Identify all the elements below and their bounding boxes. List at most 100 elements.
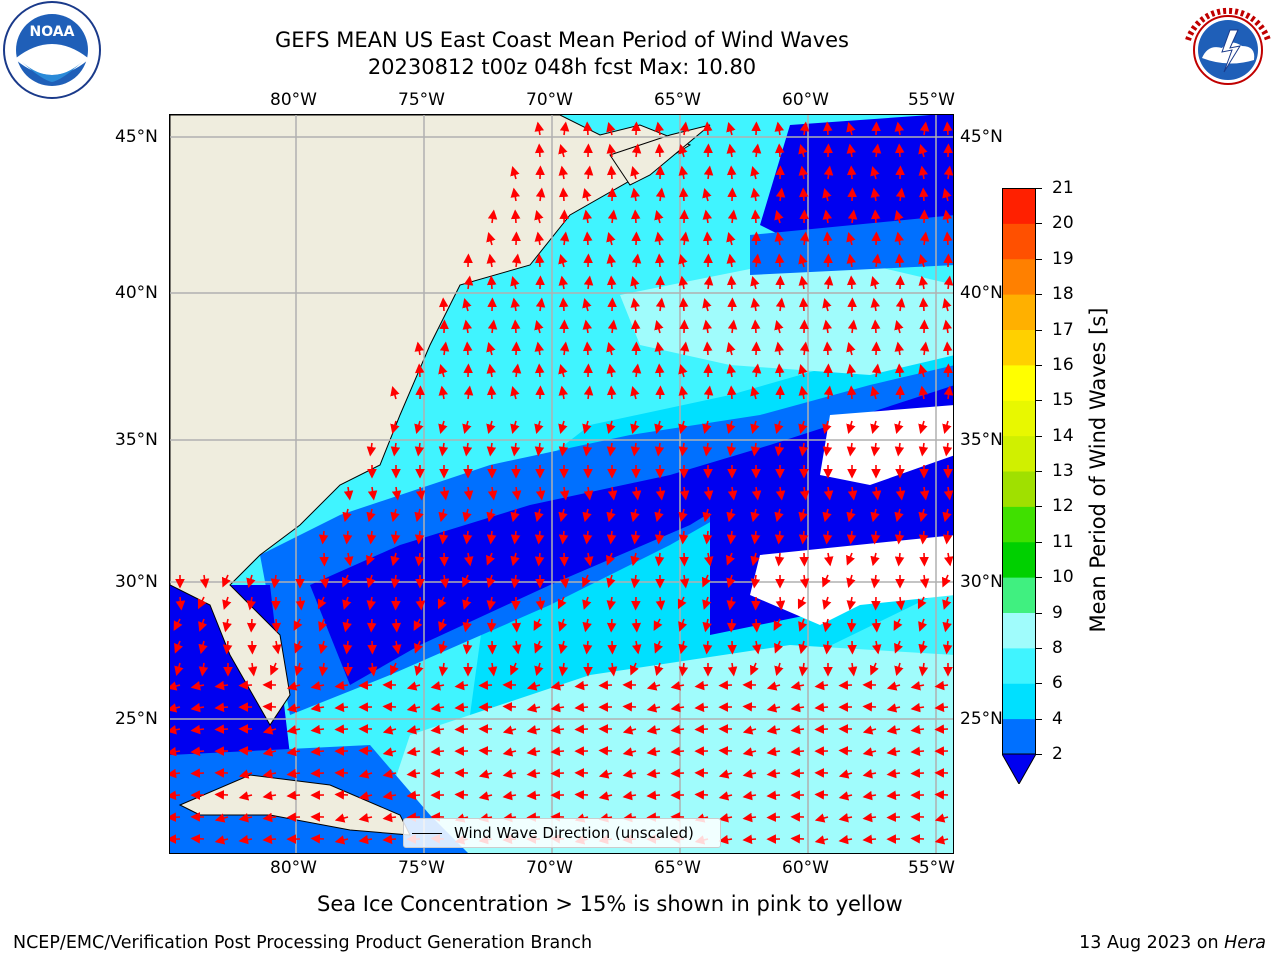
wind-wave-arrow: [310, 702, 325, 713]
wind-wave-arrow: [534, 662, 544, 677]
wind-wave-arrow: [462, 508, 472, 523]
wind-wave-arrow: [286, 725, 301, 735]
wind-wave-arrow: [486, 363, 497, 378]
map-legend: Wind Wave Direction (unscaled): [403, 818, 721, 848]
wind-wave-arrow: [766, 746, 781, 757]
wind-wave-arrow: [846, 530, 857, 545]
wind-wave-arrow: [390, 530, 401, 545]
wind-wave-arrow: [622, 725, 637, 735]
wind-wave-arrow: [534, 508, 544, 523]
wind-wave-arrow: [702, 420, 712, 435]
wind-wave-arrow: [286, 812, 301, 822]
wind-wave-arrow: [750, 319, 761, 334]
wind-wave-arrow: [582, 319, 593, 334]
wind-wave-arrow: [870, 297, 881, 312]
wind-wave-arrow: [726, 385, 737, 400]
wind-wave-arrow: [535, 596, 546, 611]
wind-wave-arrow: [358, 834, 373, 845]
wind-wave-arrow: [871, 143, 882, 158]
lat-label-right-25n: 25°N: [960, 709, 1003, 729]
wind-wave-arrow: [358, 769, 373, 779]
wind-wave-arrow: [750, 420, 760, 435]
colorbar-tick-label: 14: [1052, 425, 1074, 446]
wind-wave-arrow: [606, 231, 616, 246]
wind-wave-arrow: [214, 835, 229, 845]
wind-wave-arrow: [847, 486, 858, 501]
wind-wave-arrow: [917, 596, 927, 610]
wind-wave-arrow: [678, 165, 689, 180]
wind-wave-arrow: [510, 187, 521, 202]
wind-wave-arrow: [478, 791, 493, 801]
wind-wave-arrow: [175, 596, 186, 611]
wind-wave-arrow: [221, 574, 231, 588]
wind-wave-arrow: [486, 508, 496, 523]
wind-wave-arrow: [510, 275, 520, 290]
wind-wave-arrow: [862, 725, 877, 735]
wind-wave-arrow: [454, 702, 469, 713]
wind-wave-arrow: [894, 508, 904, 523]
wind-wave-arrow: [726, 420, 736, 435]
lat-label-right-30n: 30°N: [960, 572, 1003, 592]
wind-wave-arrow: [750, 297, 761, 312]
wind-wave-arrow: [894, 319, 904, 334]
wind-wave-arrow: [502, 702, 517, 712]
wind-wave-arrow: [846, 420, 856, 435]
wind-wave-arrow: [526, 812, 541, 822]
wind-wave-arrow: [607, 319, 618, 334]
wind-wave-arrow: [750, 385, 760, 400]
wind-wave-arrow: [269, 662, 279, 676]
wind-wave-arrow: [677, 596, 687, 610]
wind-wave-arrow: [886, 725, 901, 735]
wind-wave-arrow: [550, 746, 565, 757]
wind-wave-arrow: [726, 165, 737, 180]
wind-wave-arrow: [886, 790, 901, 801]
wind-wave-arrow: [870, 508, 880, 523]
wind-wave-arrow: [406, 790, 421, 801]
wind-wave-arrow: [214, 702, 229, 713]
wind-wave-arrow: [870, 420, 880, 435]
wind-wave-arrow: [654, 253, 665, 268]
wind-wave-arrow: [742, 702, 757, 712]
wind-wave-arrow: [654, 508, 664, 523]
wind-wave-arrow: [774, 508, 784, 523]
wind-wave-arrow: [766, 725, 781, 735]
wind-wave-arrow: [797, 596, 807, 610]
wind-wave-arrow: [286, 681, 301, 691]
colorbar-swatches: [1001, 188, 1037, 786]
wind-wave-arrow: [238, 834, 253, 845]
wind-wave-arrow: [846, 231, 856, 246]
wind-wave-arrow: [749, 662, 759, 676]
colorbar-tick-mark: [1036, 683, 1042, 685]
sea-ice-note: Sea Ice Concentration > 15% is shown in …: [317, 892, 903, 916]
wind-wave-arrow: [702, 618, 712, 633]
wind-wave-arrow: [862, 834, 877, 845]
wind-wave-arrow: [750, 442, 761, 457]
colorbar: [1001, 188, 1037, 786]
wind-wave-arrow: [895, 297, 906, 312]
colorbar-tick-label: 18: [1052, 284, 1074, 305]
wind-wave-arrow: [869, 662, 879, 676]
wind-wave-arrow: [318, 640, 328, 655]
lon-label-top-65w: 65°W: [654, 90, 701, 110]
wind-wave-arrow: [886, 703, 901, 713]
wind-wave-arrow: [798, 442, 809, 457]
wind-wave-arrow: [942, 420, 952, 435]
wind-wave-arrow: [262, 790, 277, 801]
wind-wave-arrow: [799, 574, 810, 589]
wind-wave-arrow: [894, 530, 905, 545]
wind-wave-arrow: [366, 508, 376, 523]
wind-wave-arrow: [502, 790, 517, 801]
wind-wave-arrow: [823, 552, 834, 567]
wind-wave-arrow: [414, 420, 424, 435]
wind-wave-arrow: [170, 768, 181, 779]
wind-wave-arrow: [262, 812, 277, 823]
wind-wave-arrow: [670, 702, 685, 713]
wind-wave-arrow: [174, 640, 183, 654]
wind-wave-arrow: [654, 662, 664, 677]
wind-wave-vectors: [170, 121, 953, 845]
wind-wave-arrow: [631, 143, 642, 158]
wind-wave-arrow: [814, 702, 829, 713]
wind-wave-arrow: [238, 813, 253, 823]
wind-wave-arrow: [170, 746, 181, 757]
wind-wave-arrow: [799, 341, 810, 356]
